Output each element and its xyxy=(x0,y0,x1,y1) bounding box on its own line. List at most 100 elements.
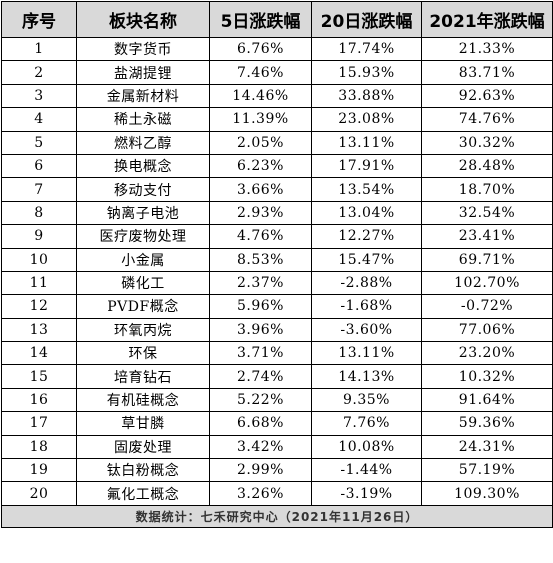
sector-name: 换电概念 xyxy=(76,153,210,179)
table-body: 1 数字货币 6.76% 17.74% 21.33% 2 盐湖提锂 7.46% 15.93% 83… xyxy=(1,36,553,506)
change-5day: 5.22% xyxy=(209,387,312,413)
data-source-note: 数据统计：七禾研究中心（2021年11月26日） xyxy=(1,504,553,528)
table-row: 20 氟化工概念 3.26% -3.19% 109.30% xyxy=(1,481,553,506)
change-2021: 23.20% xyxy=(421,341,553,366)
change-5day: 8.53% xyxy=(209,247,312,272)
table-footer: 数据统计：七禾研究中心（2021年11月26日） xyxy=(1,504,553,528)
change-2021: 77.06% xyxy=(421,317,553,343)
row-index: 7 xyxy=(1,177,77,202)
change-5day: 4.76% xyxy=(209,224,312,249)
row-index: 6 xyxy=(1,153,77,179)
header-sector-name: 板块名称 xyxy=(76,1,210,38)
sector-name: 磷化工 xyxy=(76,270,210,296)
header-20day-change: 20日涨跌幅 xyxy=(311,1,422,38)
change-20day: 13.11% xyxy=(311,341,422,366)
row-index: 17 xyxy=(1,411,77,436)
sector-name: 数字货币 xyxy=(76,36,210,62)
sector-name: 草甘膦 xyxy=(76,411,210,436)
change-2021: 24.31% xyxy=(421,434,553,460)
table-row: 10 小金属 8.53% 15.47% 69.71% xyxy=(1,247,553,272)
change-20day: 17.74% xyxy=(311,36,422,62)
table-row: 16 有机硅概念 5.22% 9.35% 91.64% xyxy=(1,387,553,413)
change-20day: 33.88% xyxy=(311,83,422,109)
change-20day: 17.91% xyxy=(311,153,422,179)
change-5day: 14.46% xyxy=(209,83,312,109)
table-row: 2 盐湖提锂 7.46% 15.93% 83.71% xyxy=(1,60,553,85)
sector-name: 钠离子电池 xyxy=(76,200,210,226)
row-index: 12 xyxy=(1,294,77,319)
change-5day: 3.26% xyxy=(209,481,312,506)
row-index: 10 xyxy=(1,247,77,272)
row-index: 2 xyxy=(1,60,77,85)
sector-name: 固废处理 xyxy=(76,434,210,460)
change-20day: -3.19% xyxy=(311,481,422,506)
change-20day: 23.08% xyxy=(311,107,422,132)
change-20day: -2.88% xyxy=(311,270,422,296)
change-20day: -1.44% xyxy=(311,458,422,483)
sector-name: 小金属 xyxy=(76,247,210,272)
change-20day: 14.13% xyxy=(311,364,422,389)
change-5day: 6.23% xyxy=(209,153,312,179)
sector-name: 燃料乙醇 xyxy=(76,130,210,155)
change-2021: -0.72% xyxy=(421,294,553,319)
change-5day: 6.68% xyxy=(209,411,312,436)
footer-row: 数据统计：七禾研究中心（2021年11月26日） xyxy=(1,504,553,528)
table-row: 7 移动支付 3.66% 13.54% 18.70% xyxy=(1,177,553,202)
table-row: 11 磷化工 2.37% -2.88% 102.70% xyxy=(1,270,553,296)
change-2021: 92.63% xyxy=(421,83,553,109)
change-20day: -3.60% xyxy=(311,317,422,343)
change-5day: 2.93% xyxy=(209,200,312,226)
change-2021: 91.64% xyxy=(421,387,553,413)
change-20day: 15.47% xyxy=(311,247,422,272)
change-20day: 13.04% xyxy=(311,200,422,226)
table-row: 5 燃料乙醇 2.05% 13.11% 30.32% xyxy=(1,130,553,155)
table-row: 17 草甘膦 6.68% 7.76% 59.36% xyxy=(1,411,553,436)
row-index: 4 xyxy=(1,107,77,132)
change-5day: 6.76% xyxy=(209,36,312,62)
change-2021: 74.76% xyxy=(421,107,553,132)
change-5day: 2.99% xyxy=(209,458,312,483)
change-2021: 109.30% xyxy=(421,481,553,506)
change-2021: 59.36% xyxy=(421,411,553,436)
sector-name: 稀土永磁 xyxy=(76,107,210,132)
change-2021: 18.70% xyxy=(421,177,553,202)
change-5day: 7.46% xyxy=(209,60,312,85)
change-5day: 2.05% xyxy=(209,130,312,155)
table-row: 15 培育钻石 2.74% 14.13% 10.32% xyxy=(1,364,553,389)
row-index: 5 xyxy=(1,130,77,155)
sector-name: 培育钻石 xyxy=(76,364,210,389)
row-index: 1 xyxy=(1,36,77,62)
change-20day: 9.35% xyxy=(311,387,422,413)
table-row: 13 环氧丙烷 3.96% -3.60% 77.06% xyxy=(1,317,553,343)
row-index: 20 xyxy=(1,481,77,506)
table-row: 9 医疗废物处理 4.76% 12.27% 23.41% xyxy=(1,224,553,249)
table-row: 3 金属新材料 14.46% 33.88% 92.63% xyxy=(1,83,553,109)
change-2021: 83.71% xyxy=(421,60,553,85)
table-row: 19 钛白粉概念 2.99% -1.44% 57.19% xyxy=(1,458,553,483)
row-index: 3 xyxy=(1,83,77,109)
change-2021: 23.41% xyxy=(421,224,553,249)
row-index: 18 xyxy=(1,434,77,460)
change-2021: 10.32% xyxy=(421,364,553,389)
change-2021: 57.19% xyxy=(421,458,553,483)
sector-name: 盐湖提锂 xyxy=(76,60,210,85)
row-index: 14 xyxy=(1,341,77,366)
header-index: 序号 xyxy=(1,1,77,38)
table-header: 序号 板块名称 5日涨跌幅 20日涨跌幅 2021年涨跌幅 xyxy=(1,1,553,38)
sector-name: 氟化工概念 xyxy=(76,481,210,506)
change-2021: 28.48% xyxy=(421,153,553,179)
table-row: 12 PVDF概念 5.96% -1.68% -0.72% xyxy=(1,294,553,319)
sector-name: 医疗废物处理 xyxy=(76,224,210,249)
sector-name: 环保 xyxy=(76,341,210,366)
table-row: 14 环保 3.71% 13.11% 23.20% xyxy=(1,341,553,366)
row-index: 8 xyxy=(1,200,77,226)
table-row: 6 换电概念 6.23% 17.91% 28.48% xyxy=(1,153,553,179)
row-index: 13 xyxy=(1,317,77,343)
change-5day: 3.66% xyxy=(209,177,312,202)
change-5day: 2.37% xyxy=(209,270,312,296)
change-2021: 30.32% xyxy=(421,130,553,155)
change-5day: 3.96% xyxy=(209,317,312,343)
change-2021: 69.71% xyxy=(421,247,553,272)
change-5day: 3.71% xyxy=(209,341,312,366)
